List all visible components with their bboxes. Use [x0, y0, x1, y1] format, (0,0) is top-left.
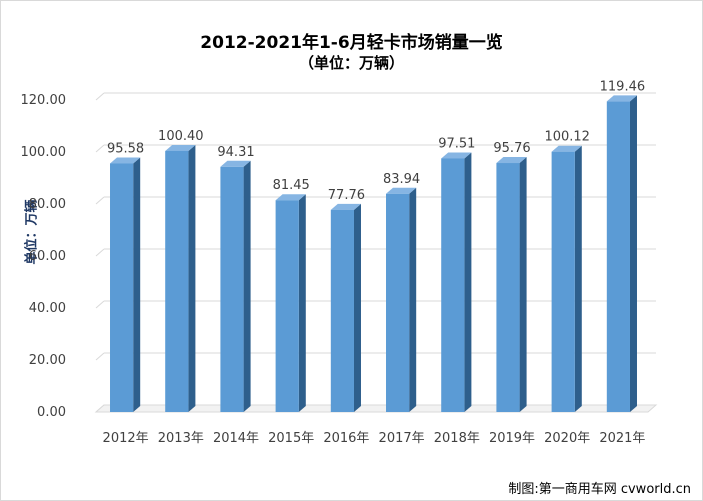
bar [220, 166, 244, 412]
x-tick-label: 2017年 [379, 431, 425, 446]
bar-side [629, 95, 637, 413]
y-tick-label: 40.00 [29, 301, 66, 316]
gridline-depth [95, 196, 105, 205]
bar [110, 163, 134, 412]
x-tick-label: 2016年 [323, 431, 369, 446]
x-tick-label: 2018年 [434, 431, 480, 446]
bar-side [519, 157, 527, 412]
data-label: 97.51 [438, 136, 475, 151]
bar [275, 200, 299, 412]
bar [330, 209, 354, 412]
bar [606, 101, 630, 413]
bar-side [464, 152, 472, 412]
gridline-depth [95, 144, 105, 153]
bar-side [298, 194, 306, 412]
x-tick-label: 2012年 [103, 431, 149, 446]
data-label: 119.46 [600, 79, 646, 94]
bar-top [275, 194, 306, 201]
x-tick-label: 2019年 [489, 431, 535, 446]
x-tick-label: 2020年 [544, 431, 590, 446]
chart-subtitle: （单位：万辆） [298, 54, 404, 72]
bar [441, 158, 465, 412]
bar-side [133, 157, 141, 412]
bar-top [441, 152, 472, 159]
data-label: 77.76 [328, 188, 365, 203]
gridline-depth [95, 352, 105, 361]
bar-top [110, 157, 141, 164]
bar-side [353, 203, 361, 412]
bar [165, 150, 189, 412]
bar-top [551, 145, 582, 152]
data-label: 83.94 [383, 172, 420, 187]
data-label: 95.76 [493, 141, 530, 156]
gridline-depth [95, 92, 105, 101]
gridline-depth [95, 248, 105, 257]
bar-side [409, 187, 417, 412]
gridline-depth [95, 300, 105, 309]
bar [386, 193, 410, 412]
y-tick-label: 120.00 [21, 93, 67, 108]
x-tick-label: 2021年 [599, 431, 645, 446]
data-label: 94.31 [217, 145, 254, 160]
data-label: 100.12 [544, 130, 590, 145]
data-label: 100.40 [158, 129, 204, 144]
bar-side [574, 145, 582, 413]
x-tick-label: 2015年 [268, 431, 314, 446]
bar-top [496, 157, 527, 164]
y-tick-label: 100.00 [21, 145, 67, 160]
y-tick-label: 20.00 [29, 353, 66, 368]
bar-top [606, 95, 637, 102]
bar-top [165, 144, 196, 151]
bar [496, 163, 520, 412]
bar-side [243, 160, 251, 412]
data-label: 81.45 [273, 178, 310, 193]
bar-top [330, 203, 361, 210]
bar-top [386, 187, 417, 194]
y-tick-label: 60.00 [29, 249, 66, 264]
data-label: 95.58 [107, 141, 144, 156]
chart-title: 2012-2021年1-6月轻卡市场销量一览 [200, 33, 503, 53]
bar [551, 151, 575, 413]
bar-side [188, 144, 196, 412]
y-tick-label: 80.00 [29, 197, 66, 212]
bar-top [220, 160, 251, 167]
x-tick-label: 2014年 [213, 431, 259, 446]
y-tick-label: 0.00 [37, 405, 66, 420]
x-tick-label: 2013年 [158, 431, 204, 446]
credit-text: 制图:第一商用车网 cvworld.cn [508, 482, 691, 497]
